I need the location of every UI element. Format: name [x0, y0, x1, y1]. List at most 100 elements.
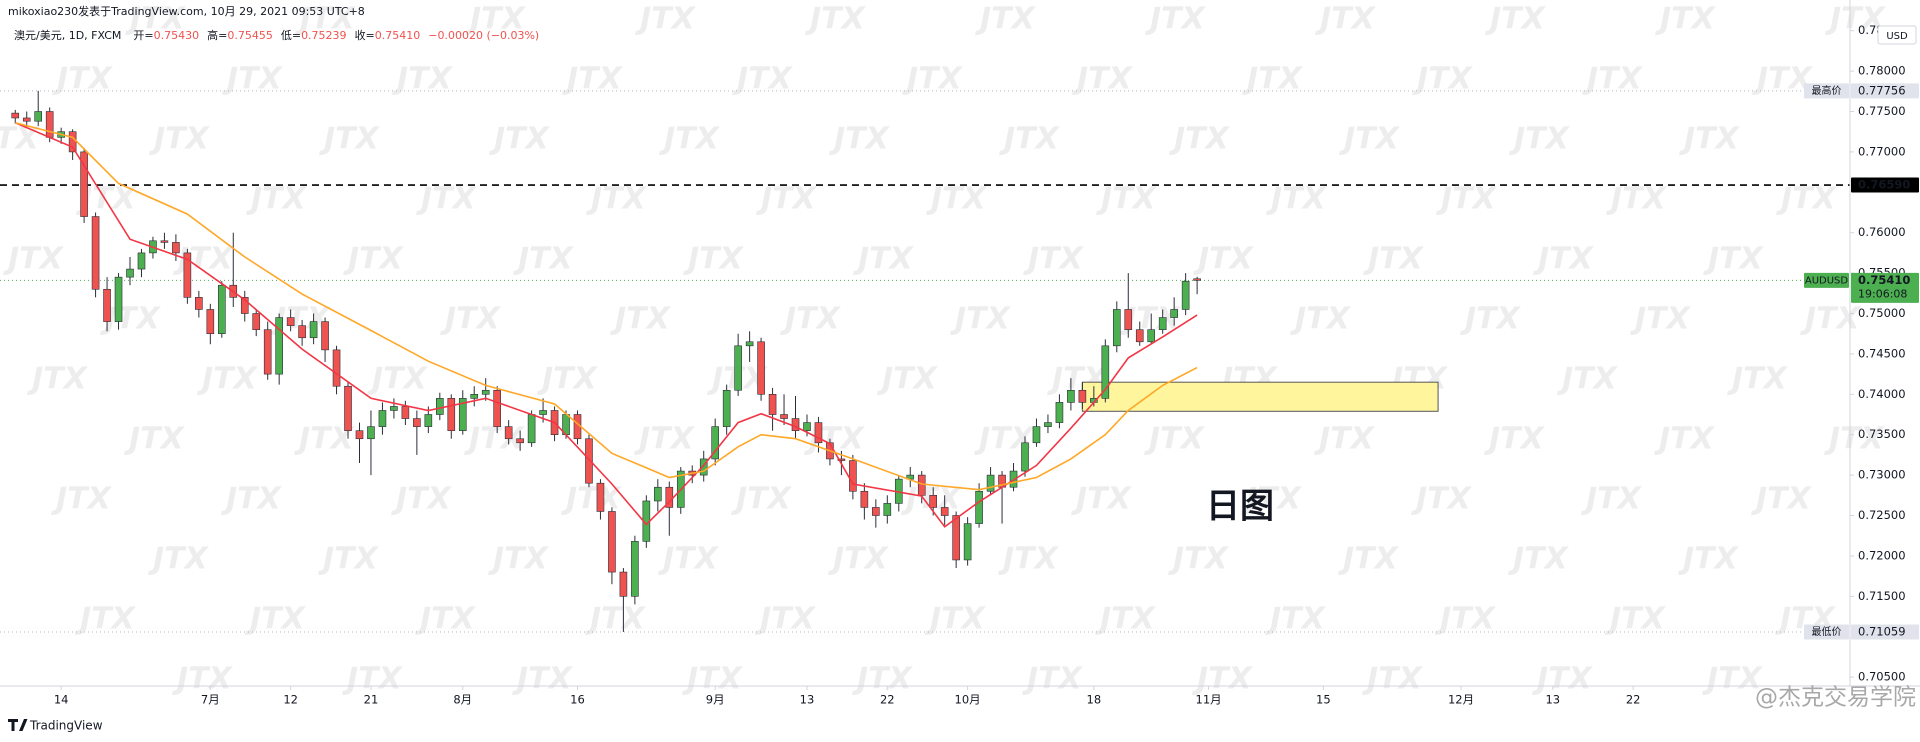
candle-body: [217, 284, 226, 335]
candle-body: [1101, 345, 1110, 399]
watermark: JTX: [125, 2, 187, 37]
ma-line: [15, 122, 1198, 491]
watermark: JTX: [221, 482, 283, 517]
candle-body: [91, 216, 100, 290]
level-name-box: [1804, 624, 1849, 640]
watermark: JTX: [1654, 422, 1716, 457]
candle-body: [263, 329, 272, 375]
watermark: JTX: [1509, 122, 1571, 157]
candle-body: [424, 414, 433, 427]
candle-body: [1055, 402, 1064, 423]
watermark: JTX: [1703, 242, 1765, 277]
watermark: JTX: [732, 62, 794, 97]
watermark: JTX: [148, 542, 210, 577]
candle-body: [172, 242, 180, 254]
candle-body: [608, 511, 616, 573]
ma-line: [14, 122, 1198, 528]
candle-body: [103, 288, 111, 322]
watermark: JTX: [1412, 62, 1474, 97]
candle-body: [206, 309, 215, 335]
countdown: 19:06:08: [1858, 287, 1907, 300]
watermark: JTX: [1825, 2, 1887, 37]
platform-logo: [8, 719, 28, 731]
x-tick-label: 21: [364, 693, 379, 707]
watermark: JTX: [537, 362, 599, 397]
candle-body: [367, 426, 375, 440]
watermark: JTX: [1605, 602, 1667, 637]
watermark: JTX: [27, 362, 89, 397]
currency: USD: [1886, 31, 1908, 42]
level-label-box: [1851, 272, 1919, 303]
watermark: JTX: [1169, 122, 1231, 157]
watermark: JTX: [829, 122, 891, 157]
watermark: JTX: [343, 242, 405, 277]
x-tick-label: 11月: [1196, 693, 1222, 707]
watermark: JTX: [1752, 62, 1814, 97]
level-label: 0.71059: [1858, 624, 1906, 638]
level-label: 0.75410: [1858, 273, 1910, 287]
candle-body: [711, 426, 719, 460]
watermark: JTX: [295, 2, 357, 37]
watermark: JTX: [1339, 122, 1401, 157]
candle-body: [286, 317, 295, 326]
watermark: JTX: [1314, 422, 1376, 457]
candle-body: [45, 111, 54, 138]
watermark: JTX: [512, 662, 574, 697]
watermark: JTX: [1241, 482, 1303, 517]
watermark: JTX: [197, 362, 259, 397]
watermark: JTX: [75, 602, 137, 637]
watermark: JTX: [1411, 482, 1473, 517]
candle-body: [1112, 309, 1121, 347]
candle-body: [745, 341, 754, 347]
level-name-box: [1804, 83, 1849, 99]
watermark: JTX: [1484, 422, 1546, 457]
candle-body: [344, 385, 352, 431]
watermark: JTX: [0, 122, 41, 157]
candle-body: [309, 321, 318, 339]
watermark: JTX: [392, 62, 454, 97]
watermark: JTX: [1363, 242, 1425, 277]
watermark: JTX: [416, 182, 478, 217]
y-tick-label: 0.77500: [1858, 104, 1906, 118]
symbol: 澳元/美元, 1D, FXCM: [14, 29, 121, 42]
zone: [1081, 381, 1439, 412]
y-tick-label: 0.71500: [1858, 589, 1906, 603]
watermark: JTX: [52, 62, 114, 97]
watermark: JTX: [1144, 422, 1206, 457]
candle-body: [390, 406, 398, 411]
candle-body: [332, 349, 341, 387]
ohlc-label: 收=: [355, 28, 375, 42]
candle-body: [68, 131, 77, 153]
watermark: JTX: [805, 2, 867, 37]
level-name-box: [1804, 272, 1849, 288]
level-label: 0.76590: [1858, 178, 1910, 192]
watermark: JTX: [1145, 2, 1207, 37]
x-tick-label: 8月: [453, 693, 472, 707]
candle-body: [940, 507, 949, 516]
watermark: JTX: [658, 542, 720, 577]
watermark: JTX: [683, 242, 745, 277]
ohlc-value: 0.75455: [227, 29, 273, 42]
x-tick-label: 13: [800, 693, 815, 707]
watermark: JTX: [1290, 302, 1352, 337]
level-name: 最高价: [1812, 84, 1842, 97]
watermarks: JTX JTX JTX JTX JTX JTX JTX JTX JTX JTX JTX JTX JTX J…: [0, 2, 1887, 697]
x-tick-label: 13: [1545, 693, 1560, 707]
watermark: JTX: [1315, 2, 1377, 37]
watermark: JTX: [342, 662, 404, 697]
watermark: JTX: [1678, 542, 1740, 577]
watermark: JTX: [1606, 182, 1668, 217]
plot-area: [0, 90, 1850, 633]
candle-body: [917, 474, 926, 496]
x-tick-label: 14: [54, 693, 69, 707]
watermark: JTX: [1532, 662, 1594, 697]
watermark: JTX: [634, 422, 696, 457]
candle-body: [1135, 329, 1144, 343]
candle-body: [791, 418, 800, 431]
candle-body: [872, 507, 880, 516]
candle-body: [1170, 309, 1178, 318]
header: mikoxiao230发表于TradingView.com, 10月 29, 2…: [8, 4, 539, 42]
candle-body: [596, 482, 605, 512]
ohlc-label: 低=: [281, 29, 301, 42]
